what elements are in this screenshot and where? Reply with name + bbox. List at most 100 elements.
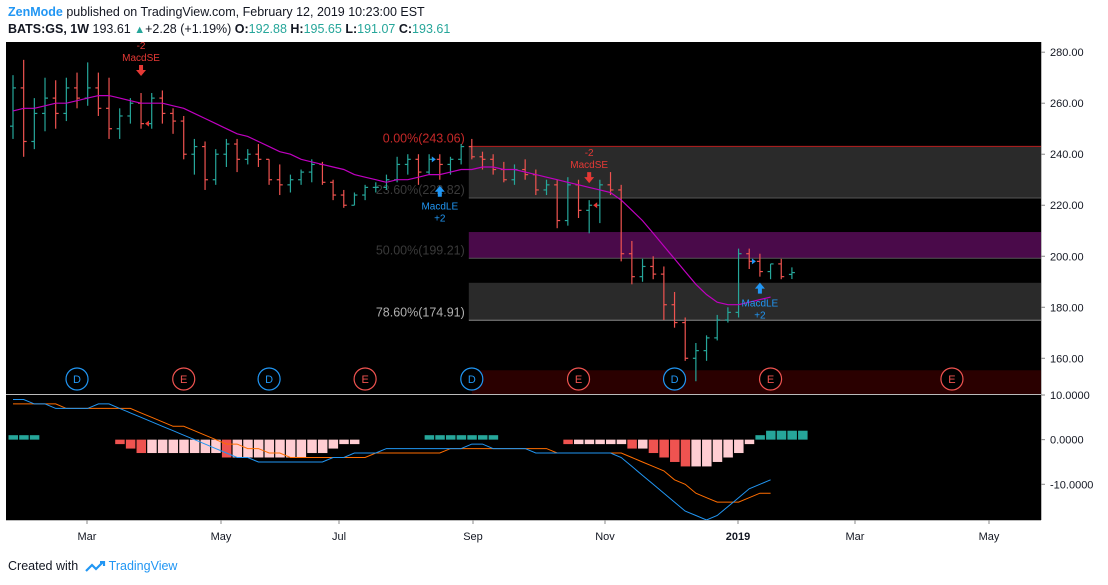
macd-histogram-bar (467, 435, 477, 440)
macd-histogram-bar (307, 439, 317, 454)
author-name[interactable]: ZenMode (8, 5, 63, 19)
tradingview-brand[interactable]: TradingView (108, 559, 178, 573)
macd-histogram-bar (232, 439, 243, 458)
macd-histogram-bar (488, 435, 499, 440)
macd-histogram-bar (798, 430, 808, 440)
macd-histogram-bar (115, 439, 125, 445)
short-signal-qty: -2 (137, 41, 146, 52)
fib-level-label: 0.00%(243.06) (383, 131, 465, 145)
fib-band (468, 232, 1041, 259)
macd-histogram-bar (168, 439, 179, 454)
dividend-marker-label: D (73, 374, 81, 386)
earnings-marker (566, 367, 591, 391)
short-signal-label: MacdSE (122, 53, 160, 64)
macd-histogram-bar (606, 439, 616, 445)
long-entry-marker-icon (751, 258, 756, 265)
macd-histogram-bar (456, 435, 467, 440)
close-value: 193.61 (412, 22, 451, 36)
macd-histogram-bar (477, 435, 488, 440)
macd-histogram-bar (8, 435, 18, 440)
earnings-marker (353, 367, 377, 391)
long-signal-label: MacdLE (742, 299, 779, 310)
time-axis: Mar May Jul Sep Nov 2019 Mar May (78, 520, 1000, 543)
dividend-marker (460, 367, 484, 391)
long-signal-qty: +2 (434, 214, 446, 225)
macd-histogram-bar (296, 439, 307, 458)
tradingview-logo-icon (84, 560, 105, 572)
earnings-marker-label: E (361, 374, 368, 386)
macd-axis-label: 10.0000 (1050, 390, 1090, 402)
macd-histogram-bar (670, 439, 680, 462)
price-axis-label: 180.00 (1050, 302, 1084, 314)
macd-histogram-bar (776, 430, 787, 440)
macd-histogram-bar (179, 439, 189, 454)
macd-histogram-bar (157, 439, 168, 454)
macd-histogram-bar (200, 439, 211, 454)
long-entry-marker-icon (431, 156, 436, 163)
long-signal-qty: +2 (754, 311, 766, 322)
time-axis-label: Jul (332, 531, 346, 543)
macd-histogram-bar (317, 439, 328, 454)
price-axis-label: 220.00 (1050, 200, 1084, 212)
macd-histogram-bar (435, 435, 445, 440)
macd-histogram-bar (680, 439, 691, 467)
macd-histogram-bar (723, 439, 733, 458)
macd-histogram-bar (563, 439, 573, 445)
fib-lines: 0.00%(243.06) 23.60%(222.82) 50.00%(199.21… (376, 131, 1041, 321)
macd-histogram-bar (19, 435, 29, 440)
time-axis-label: 2019 (726, 531, 750, 543)
fib-level-label: 23.60%(222.82) (376, 183, 465, 197)
fib-band (471, 370, 1041, 394)
moving-average (12, 94, 771, 306)
fib-level-label: 78.60%(174.91) (376, 305, 465, 319)
macd-histogram-bar (29, 435, 40, 440)
macd-histogram-bar (595, 439, 605, 445)
macd-histogram-bar (702, 439, 712, 467)
macd-histogram-bar (616, 439, 627, 445)
macd-histogram-bar (147, 439, 157, 454)
fib-band (468, 282, 1041, 321)
macd-histogram-bar (136, 439, 147, 454)
fib-band (468, 146, 1041, 199)
macd-histogram-bar (125, 439, 136, 449)
dividend-marker (65, 367, 89, 391)
earnings-marker-label: E (180, 374, 187, 386)
macd-histogram-bar (189, 439, 200, 454)
macd-histogram-bar (691, 439, 701, 467)
dividend-marker-label: D (265, 374, 273, 386)
macd-histogram-bar (766, 430, 776, 440)
earnings-marker (940, 367, 964, 391)
long-signal-label: MacdLE (421, 202, 458, 213)
earnings-marker (758, 367, 783, 391)
footer: Created with TradingView (8, 559, 177, 573)
macd-histogram-bar (584, 439, 595, 445)
macd-histogram-bar (648, 439, 659, 454)
short-signal-qty: -2 (585, 148, 594, 159)
time-axis-label: May (979, 531, 1000, 543)
short-arrow-icon (136, 65, 147, 77)
price-axis-label: 160.00 (1050, 353, 1084, 365)
macd-pane (8, 399, 808, 521)
fib-level-label: 50.00%(199.21) (376, 243, 465, 257)
short-entry-marker-icon (593, 202, 598, 209)
time-axis-label: Mar (78, 531, 97, 543)
open-label: O: (234, 22, 249, 36)
price-axis-label: 260.00 (1050, 98, 1084, 110)
price-change: +2.28 (+1.19%) (145, 22, 232, 36)
dividend-marker (662, 367, 687, 391)
macd-histogram-bar (275, 439, 285, 458)
time-axis-label: Nov (595, 531, 615, 543)
earnings-marker-label: E (948, 374, 955, 386)
macd-histogram-bar (744, 439, 755, 445)
macd-axis-label: 0.0000 (1050, 435, 1084, 447)
publish-info: ZenMode published on TradingView.com, Fe… (8, 4, 425, 21)
macd-histogram-bar (211, 439, 221, 454)
macd-histogram-bar (638, 439, 648, 449)
high-value: 195.65 (303, 22, 342, 36)
macd-axis: 10.0000 0.0000 -10.0000 (1041, 390, 1093, 491)
price-axis-label: 240.00 (1050, 149, 1084, 161)
macd-histogram-bar (659, 439, 669, 458)
close-label: C: (398, 22, 413, 36)
